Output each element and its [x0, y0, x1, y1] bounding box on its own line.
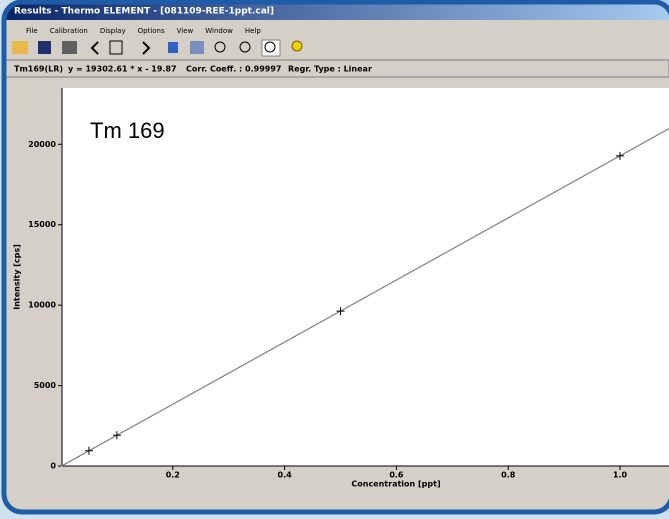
- x-tick-label: 0.4: [278, 471, 293, 480]
- menu-item[interactable]: Calibration: [50, 27, 88, 35]
- menu-item[interactable]: Options: [138, 27, 165, 35]
- menu-item[interactable]: File: [26, 27, 38, 35]
- menu-bar: File Calibration Display Options View Window H…: [26, 27, 261, 35]
- standard-point: [616, 151, 624, 160]
- window-title: Results - Thermo ELEMENT - [081109-REE-1…: [14, 7, 274, 17]
- x-tick-label: 0.6: [389, 471, 404, 480]
- title-bar: [4, 0, 669, 20]
- annotation: Tm 169: [90, 118, 165, 143]
- zoom-icon[interactable]: [214, 41, 226, 53]
- y-tick-label: 0: [50, 462, 56, 471]
- x-tick-label: 1.0: [613, 471, 628, 480]
- regression-line: [60, 127, 669, 467]
- info-corr: Corr. Coeff. : 0.99997: [186, 65, 281, 74]
- help-icon[interactable]: [291, 40, 303, 52]
- standard-point: [112, 431, 121, 440]
- x-tick-label: 0.8: [501, 471, 516, 480]
- info-bar: [4, 59, 669, 78]
- y-tick-label: 10000: [28, 301, 56, 310]
- print-icon[interactable]: [62, 41, 77, 54]
- y-tick-label: 15000: [28, 220, 56, 229]
- save-icon[interactable]: [38, 41, 51, 54]
- toolbar: [12, 39, 303, 57]
- menu-item[interactable]: Help: [245, 27, 262, 35]
- prev-icon[interactable]: [90, 41, 99, 55]
- x-tick-label: 0.2: [166, 471, 180, 480]
- x-axis-label: Concentration [ppt]: [351, 480, 440, 489]
- frame-icon[interactable]: [109, 40, 123, 55]
- chart: 0 5000 10000 15000 20000 0.2 0.4 0.6 0.8 1.0 Conce…: [13, 88, 669, 489]
- scale-icon[interactable]: [190, 41, 204, 54]
- open-icon[interactable]: [12, 41, 28, 54]
- plot-area: [62, 88, 669, 466]
- menu-item[interactable]: Window: [205, 27, 233, 35]
- y-tick-label: 20000: [28, 140, 56, 149]
- standard-point: [84, 446, 93, 455]
- menu-item[interactable]: Display: [100, 27, 126, 35]
- standard-point: [336, 307, 345, 316]
- info-regr: Regr. Type : Linear: [288, 65, 372, 74]
- next-icon[interactable]: [142, 41, 151, 55]
- menu-item[interactable]: View: [177, 27, 194, 35]
- info-element: Tm169(LR): [14, 65, 63, 74]
- y-tick-label: 5000: [34, 381, 57, 390]
- zoom-y-icon[interactable]: [239, 41, 251, 53]
- log-icon[interactable]: [168, 42, 178, 53]
- zoom-xy-lens: [264, 41, 276, 53]
- info-equation: y = 19302.61 * x - 19.87: [68, 65, 177, 74]
- y-axis-label: Intensity [cps]: [13, 244, 22, 310]
